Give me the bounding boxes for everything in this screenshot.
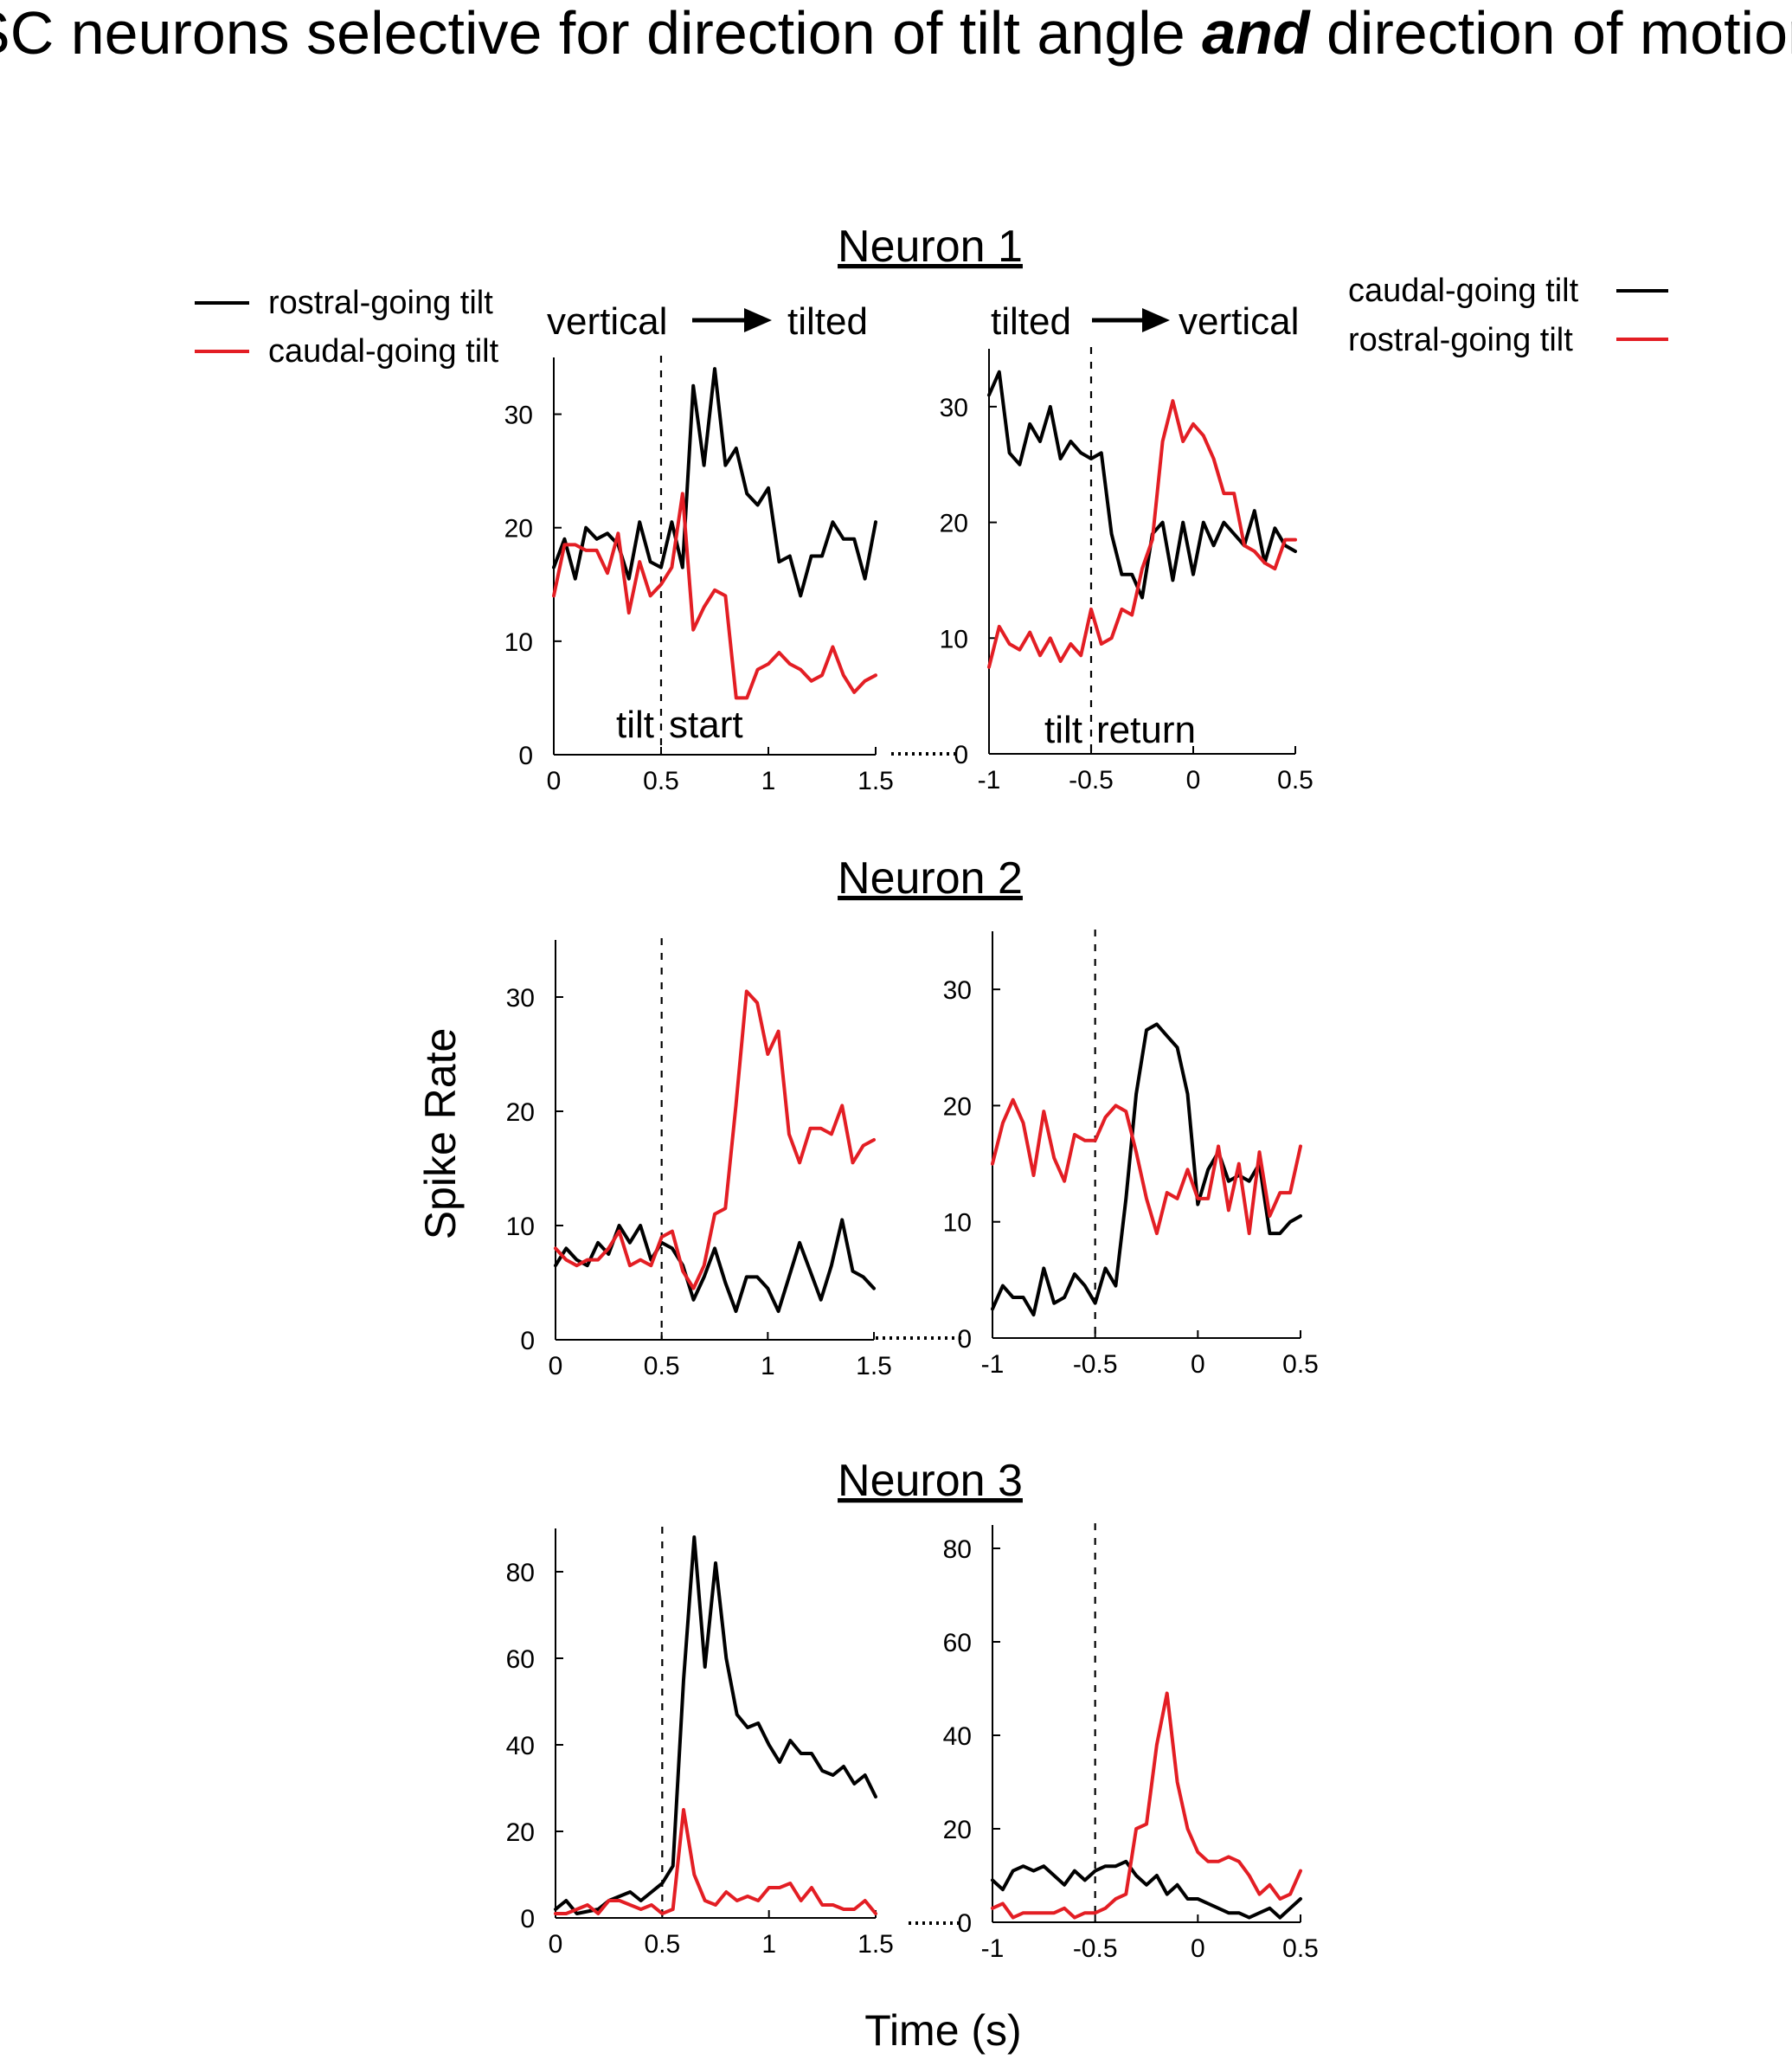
label-tilt: tilt — [1044, 709, 1082, 751]
y-axis-label: Spike Rate — [416, 1028, 465, 1240]
legend-left-item-2: caudal-going tilt — [268, 333, 499, 370]
neuron-2-title: Neuron 2 — [838, 853, 1023, 904]
panel-neuron-1-onset: 0 10 20 30 0 0.5 1 1.5 — [504, 356, 894, 795]
x-tick-label: -0.5 — [1073, 1934, 1118, 1963]
legend-left-item-1: rostral-going tilt — [268, 285, 493, 321]
y-tick-label: 20 — [943, 1816, 972, 1844]
x-tick-label: 0 — [549, 1930, 563, 1959]
y-tick-label: 20 — [504, 515, 533, 544]
figure-title: SC neurons selective for direction of ti… — [0, 0, 1792, 67]
y-tick-label: 20 — [943, 1092, 972, 1121]
label-tilt: tilt — [616, 704, 654, 746]
series-line-red — [991, 1097, 1302, 1236]
series-line-black — [554, 1218, 876, 1313]
y-tick-label: 0 — [518, 742, 533, 770]
y-tick-label: 30 — [940, 394, 968, 422]
panel-neuron-2-onset: 0 10 20 30 0 0.5 1 1.5 — [506, 938, 892, 1380]
series-line-red — [554, 989, 876, 1290]
x-tick-label: 1.5 — [857, 767, 894, 795]
y-tick-label: 10 — [940, 625, 968, 653]
x-tick-label: 0.5 — [1277, 766, 1313, 795]
arrow-right-icon — [692, 308, 772, 332]
x-tick-label: 1 — [761, 767, 776, 795]
x-tick-label: 0.5 — [644, 1930, 680, 1959]
x-tick-label: -0.5 — [1069, 766, 1114, 795]
series-line-black — [991, 1859, 1302, 1920]
x-tick-label: 1 — [761, 1930, 776, 1959]
y-tick-label: 0 — [957, 1909, 972, 1938]
y-tick-label: 30 — [943, 976, 972, 1005]
title-part-2: direction of motion — [1310, 0, 1792, 67]
label-start: start — [669, 704, 743, 746]
series-line-black — [991, 1022, 1302, 1317]
label-return: return — [1096, 709, 1196, 751]
y-tick-label: 0 — [520, 1327, 535, 1355]
x-tick-label: -1 — [978, 766, 1001, 795]
x-tick-label: -0.5 — [1073, 1350, 1118, 1379]
y-tick-label: 40 — [506, 1732, 535, 1760]
y-tick-label: 60 — [943, 1629, 972, 1657]
series-line-black — [552, 367, 877, 598]
annotation-tilted: tilted — [787, 300, 868, 343]
y-tick-label: 0 — [520, 1905, 535, 1934]
y-tick-label: 20 — [506, 1098, 535, 1127]
panel-neuron-3-onset: 0 20 40 60 80 0 0.5 1 1.5 — [506, 1527, 894, 1959]
y-tick-label: 0 — [957, 1325, 972, 1354]
series-line-red — [991, 1691, 1302, 1920]
x-tick-label: 0.5 — [1282, 1350, 1319, 1379]
series-line-red — [554, 1808, 877, 1915]
x-tick-label: 0.5 — [644, 1352, 680, 1380]
y-tick-label: 20 — [940, 510, 968, 538]
title-part-1: SC neurons selective for direction of ti… — [0, 0, 1202, 67]
x-axis-label: Time (s) — [864, 2006, 1021, 2055]
panel-neuron-3-return: 0 20 40 60 80 -1 -0.5 0 0.5 — [943, 1523, 1319, 1963]
x-tick-label: 0.5 — [1282, 1934, 1319, 1963]
x-tick-label: 0 — [549, 1352, 563, 1380]
x-tick-label: 0 — [1186, 766, 1201, 795]
neuron-1-title: Neuron 1 — [838, 222, 1023, 272]
x-tick-label: 0.5 — [643, 767, 679, 795]
x-tick-label: 0 — [1191, 1934, 1205, 1963]
y-tick-label: 60 — [506, 1645, 535, 1674]
y-tick-label: 30 — [506, 984, 535, 1013]
x-tick-label: 1 — [761, 1352, 775, 1380]
arrow-right-icon — [1092, 308, 1170, 332]
y-tick-label: 80 — [943, 1535, 972, 1564]
y-tick-label: 40 — [943, 1722, 972, 1751]
x-tick-label: -1 — [981, 1350, 1005, 1379]
legend-left: rostral-going tilt caudal-going tilt — [195, 285, 499, 370]
y-tick-label: 10 — [943, 1209, 972, 1238]
annotation-vertical-2: vertical — [1179, 300, 1299, 343]
annotation-tilted-2: tilted — [991, 300, 1071, 343]
y-tick-label: 80 — [506, 1559, 535, 1587]
panel-neuron-1-return: 0 10 20 30 -1 -0.5 0 0.5 — [940, 347, 1313, 795]
legend-right-item-1: caudal-going tilt — [1348, 273, 1579, 309]
x-tick-label: -1 — [981, 1934, 1005, 1963]
neuron-3-title: Neuron 3 — [838, 1456, 1023, 1506]
y-tick-label: 10 — [506, 1213, 535, 1241]
series-line-red — [987, 399, 1297, 669]
legend-right-item-2: rostral-going tilt — [1348, 322, 1573, 358]
y-tick-label: 0 — [954, 741, 968, 769]
legend-right: caudal-going tilt rostral-going tilt — [1348, 273, 1668, 358]
x-tick-label: 0 — [1191, 1350, 1205, 1379]
panel-neuron-2-return: 0 10 20 30 -1 -0.5 0 0.5 — [943, 930, 1319, 1379]
x-tick-label: 0 — [547, 767, 562, 795]
title-emphasis: and — [1202, 0, 1311, 67]
annotation-vertical: vertical — [547, 300, 667, 343]
x-tick-label: 1.5 — [857, 1930, 894, 1959]
y-tick-label: 10 — [504, 628, 533, 657]
y-tick-label: 30 — [504, 402, 533, 430]
x-tick-label: 1.5 — [856, 1352, 892, 1380]
series-line-black — [554, 1535, 877, 1915]
series-line-red — [552, 492, 877, 700]
y-tick-label: 20 — [506, 1818, 535, 1847]
